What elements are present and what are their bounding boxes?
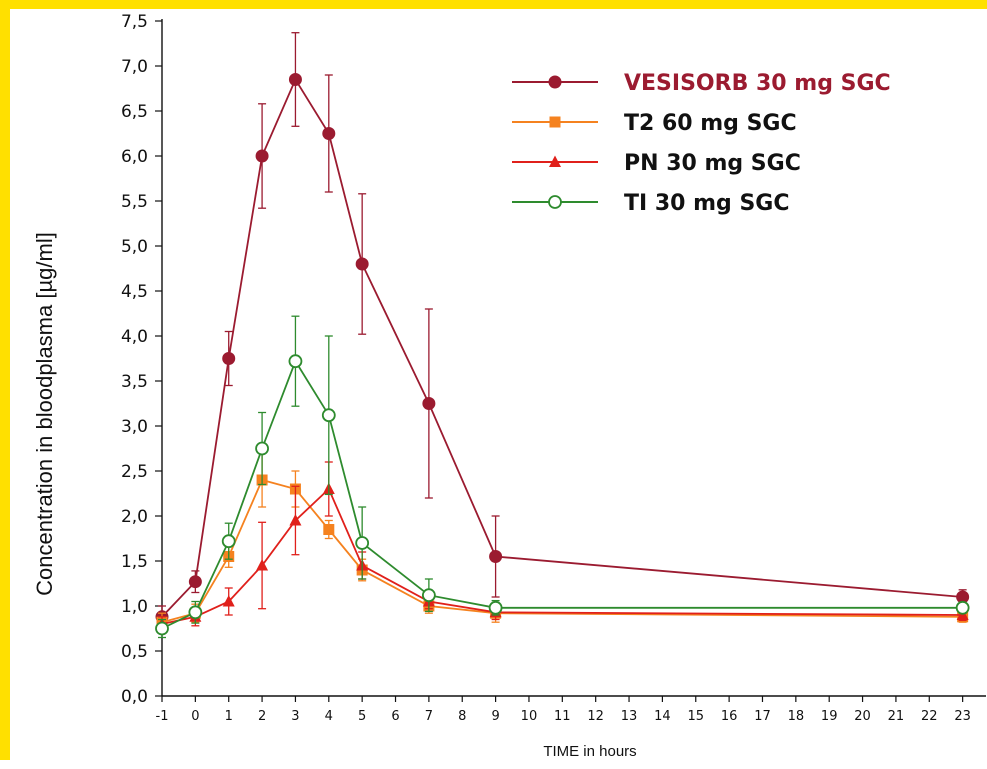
data-point (955, 600, 970, 615)
x-tick-label: 6 (391, 709, 399, 724)
y-tick-label: 5,5 (121, 192, 148, 212)
legend-item: TI 30 mg SGC (512, 191, 790, 216)
pharmacokinetic-line-chart: 0,0 0,5 1,0 1,5 2,0 2,5 3,0 3,5 4,0 4,5 5,0 5,5 6,0 6… (32, 12, 986, 760)
x-tick-label: 5 (358, 709, 366, 724)
x-tick-label: 19 (821, 709, 838, 724)
legend-item: VESISORB 30 mg SGC (512, 71, 891, 96)
x-tick-label: 1 (225, 709, 233, 724)
x-tick-label: 23 (954, 709, 971, 724)
legend-label: T2 60 mg SGC (624, 111, 797, 136)
data-point (255, 441, 269, 456)
x-tick-label: 3 (291, 709, 299, 724)
x-tick-label: 9 (491, 709, 499, 724)
data-point (221, 534, 236, 549)
data-point (488, 600, 503, 615)
legend-label: PN 30 mg SGC (624, 151, 801, 176)
y-tick-label: 1,0 (121, 597, 148, 617)
series-line (161, 487, 963, 625)
axes (161, 19, 986, 697)
x-tick-label: 21 (888, 709, 905, 724)
legend-marker (548, 75, 562, 89)
x-tick-label: 14 (654, 709, 671, 724)
y-tick-label: 4,0 (121, 327, 148, 347)
data-point (289, 514, 302, 526)
data-point (422, 397, 436, 410)
data-point (256, 559, 269, 571)
data-point (321, 408, 336, 423)
legend-label: VESISORB 30 mg SGC (624, 71, 891, 96)
x-tick-label: 16 (721, 709, 738, 724)
y-tick-label: 7,0 (121, 57, 148, 77)
y-tick-label: 7,5 (121, 12, 148, 32)
y-tick-label: 0,0 (121, 687, 148, 707)
x-tick-label: 18 (788, 709, 805, 724)
series-pn-30-mg-sgc (156, 461, 969, 632)
y-tick-label: 3,0 (121, 417, 148, 437)
x-tick-label: 20 (854, 709, 871, 724)
y-tick-label: 3,5 (121, 372, 148, 392)
y-tick-label: 5,0 (121, 237, 148, 257)
data-point (323, 524, 335, 535)
y-tick-label: 1,5 (121, 552, 148, 572)
series-t2-60-mg-sgc (156, 452, 969, 632)
legend-marker (549, 155, 561, 167)
data-point (355, 257, 369, 271)
y-tick-label: 2,0 (121, 507, 148, 527)
legend-marker (549, 116, 561, 128)
data-point (155, 621, 169, 636)
x-tick-label: 4 (325, 709, 333, 724)
data-point (421, 588, 436, 603)
series-line (161, 77, 963, 618)
x-tick-label: 2 (258, 709, 266, 724)
x-tick-label: 11 (554, 709, 571, 724)
data-point (222, 595, 235, 607)
legend-label: TI 30 mg SGC (624, 191, 790, 216)
data-point (288, 354, 303, 369)
y-tick-label: 2,5 (121, 462, 148, 482)
x-tick-label: 22 (921, 709, 938, 724)
data-point (188, 605, 203, 620)
x-axis-title: TIME in hours (543, 743, 636, 760)
legend-item: PN 30 mg SGC (512, 151, 801, 176)
data-point (255, 149, 269, 163)
y-tick-label: 6,5 (121, 102, 148, 122)
legend-item: T2 60 mg SGC (512, 111, 797, 136)
x-tick-label: 8 (458, 709, 466, 724)
y-axis-ticks: 0,0 0,5 1,0 1,5 2,0 2,5 3,0 3,5 4,0 4,5 5,0 5,5 6,0 6… (121, 12, 162, 707)
data-point (188, 575, 202, 589)
series-ti-30-mg-sgc (155, 315, 970, 639)
y-tick-label: 0,5 (121, 642, 148, 662)
data-point (222, 352, 236, 365)
series-line (161, 359, 963, 630)
series-layer (155, 32, 970, 639)
x-tick-label: 17 (754, 709, 771, 724)
data-point (355, 536, 370, 550)
x-tick-label: 13 (621, 709, 638, 724)
x-tick-label: 7 (425, 709, 433, 724)
data-point (322, 127, 336, 140)
x-tick-label: -1 (156, 709, 169, 724)
legend-marker (548, 195, 562, 209)
x-tick-label: 0 (191, 709, 199, 724)
x-tick-label: 10 (521, 709, 538, 724)
series-line (161, 478, 963, 624)
data-point (489, 550, 503, 563)
y-axis-title: Concentration in bloodplasma [µg/ml] (32, 232, 57, 596)
x-tick-label: 15 (687, 709, 704, 724)
data-point (288, 73, 302, 86)
x-axis-ticks: -1 0 1 2 3 4 5 6 7 8 9 10 11 12 13 14 15 16 17 18 19 20 21 22 23… (156, 696, 971, 724)
legend: VESISORB 30 mg SGC T2 60 mg SGC PN 30 mg S… (512, 71, 891, 216)
y-tick-label: 4,5 (121, 282, 148, 302)
x-tick-label: 12 (587, 709, 604, 724)
y-tick-label: 6,0 (121, 147, 148, 167)
